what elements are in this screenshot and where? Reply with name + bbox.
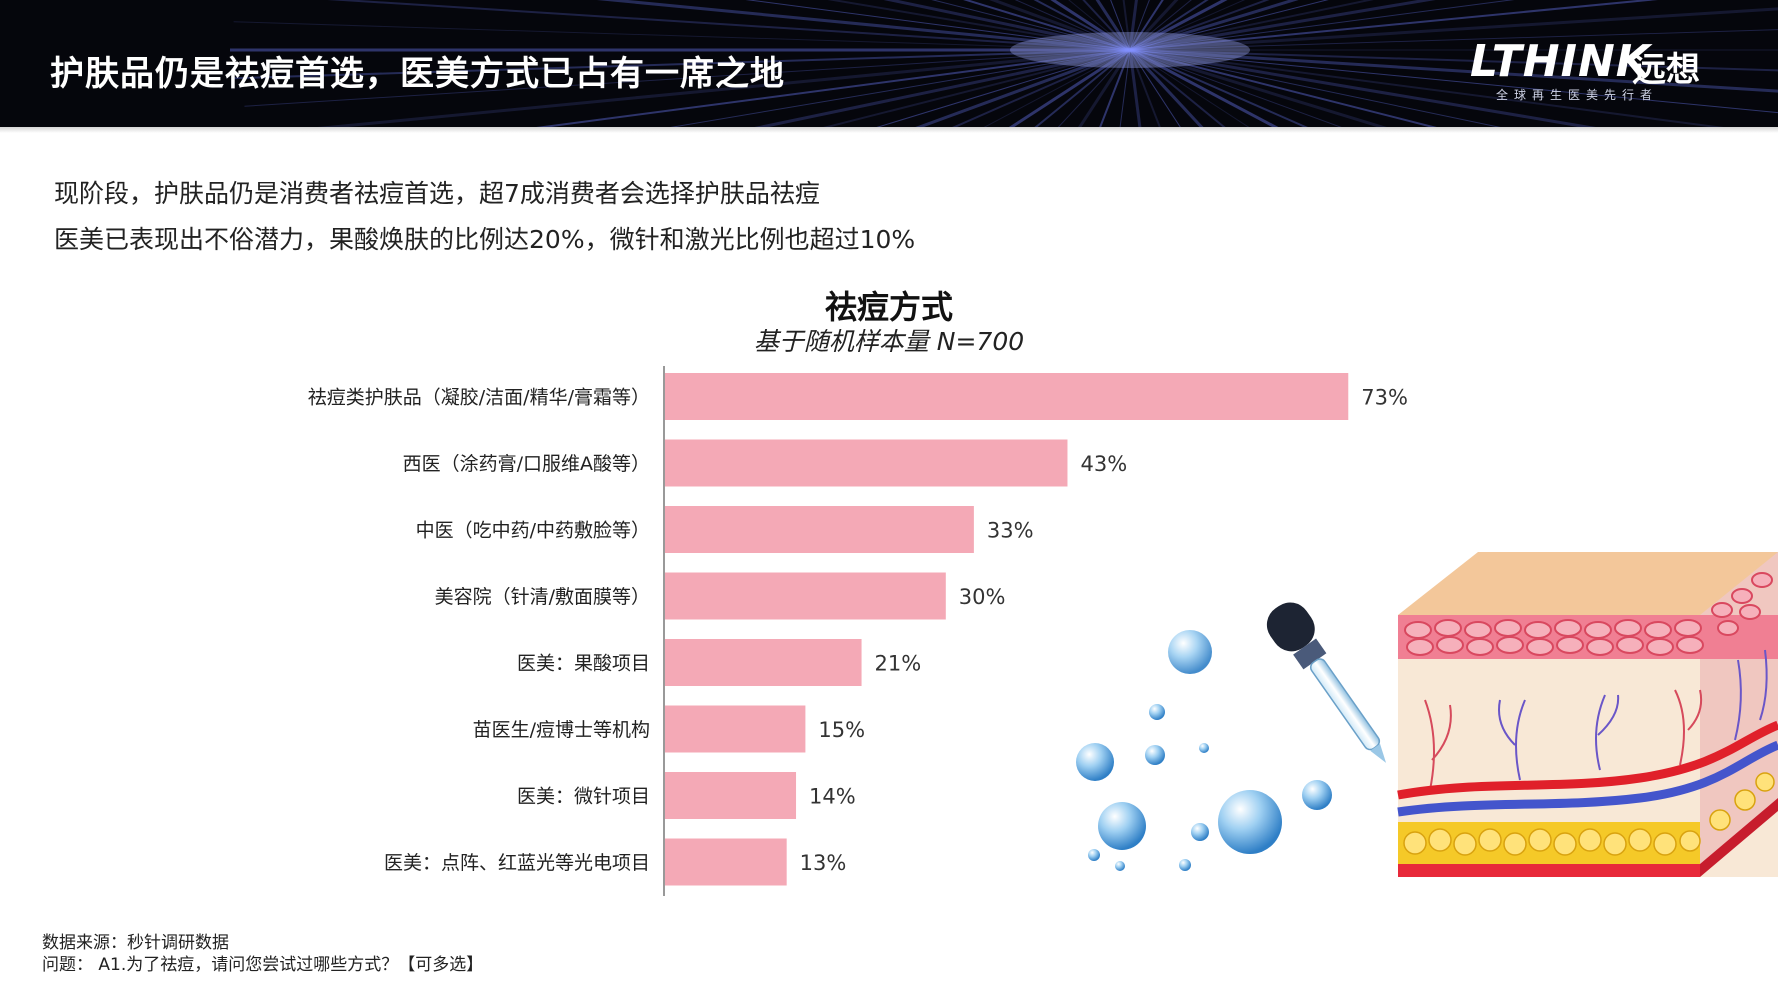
summary-line-2: 医美已表现出不俗潜力，果酸焕肤的比例达20%，微针和激光比例也超过10% [54, 225, 916, 254]
survey-question-note: 问题： A1.为了祛痘，请问您尝试过哪些方式？【可多选】 [42, 955, 484, 975]
category-label-7: 医美：点阵、红蓝光等光电项目 [384, 852, 650, 874]
logo-tagline: 全球再生医美先行者 [1496, 88, 1659, 102]
bar-0 [665, 373, 1349, 420]
logo-chinese-name: 远想 [1632, 50, 1700, 90]
category-label-1: 西医（涂药膏/口服维A酸等） [403, 452, 650, 475]
category-label-5: 苗医生/痘博士等机构 [473, 719, 650, 741]
brand-logo: LTHINK 远想 全球再生医美先行者 [1470, 36, 1700, 106]
page-title: 护肤品仍是祛痘首选，医美方式已占有一席之地 [50, 54, 785, 94]
bar-1 [665, 439, 1068, 487]
category-label-3: 美容院（针清/敷面膜等） [435, 586, 650, 608]
bar-5 [665, 705, 806, 753]
bar-6 [665, 772, 797, 819]
skin-cross-section-icon [1397, 552, 1778, 877]
summary-line-1: 现阶段，护肤品仍是消费者祛痘首选，超7成消费者会选择护肤品祛痘 [54, 179, 820, 208]
serum-dropper-bubbles-icon [1076, 602, 1387, 871]
category-label-0: 祛痘类护肤品（凝胶/洁面/精华/膏霜等） [308, 386, 650, 409]
value-label-7: 13% [800, 851, 847, 875]
chart-subtitle: 基于随机样本量 N=700 [753, 327, 1025, 356]
chart-title: 祛痘方式 [824, 288, 953, 326]
bar-2 [665, 506, 974, 553]
category-label-2: 中医（吃中药/中药敷脸等） [416, 520, 650, 542]
value-label-3: 30% [959, 585, 1006, 609]
value-label-2: 33% [987, 519, 1034, 543]
value-label-0: 73% [1361, 386, 1408, 410]
value-label-1: 43% [1080, 452, 1127, 476]
data-source-note: 数据来源：秒针调研数据 [42, 933, 229, 953]
value-label-6: 14% [809, 785, 856, 809]
category-label-4: 医美：果酸项目 [517, 653, 650, 675]
bar-3 [665, 572, 946, 620]
logo-wordmark: LTHINK [1470, 36, 1651, 87]
category-label-6: 医美：微针项目 [517, 786, 650, 808]
header-divider [0, 127, 1778, 133]
bar-4 [665, 639, 862, 686]
value-label-4: 21% [875, 652, 922, 676]
bar-7 [665, 838, 787, 886]
header-banner: 护肤品仍是祛痘首选，医美方式已占有一席之地 LTHINK 远想 全球再生医美先行… [0, 0, 1778, 127]
light-rays-decoration [230, 0, 1778, 127]
value-label-5: 15% [818, 718, 865, 742]
